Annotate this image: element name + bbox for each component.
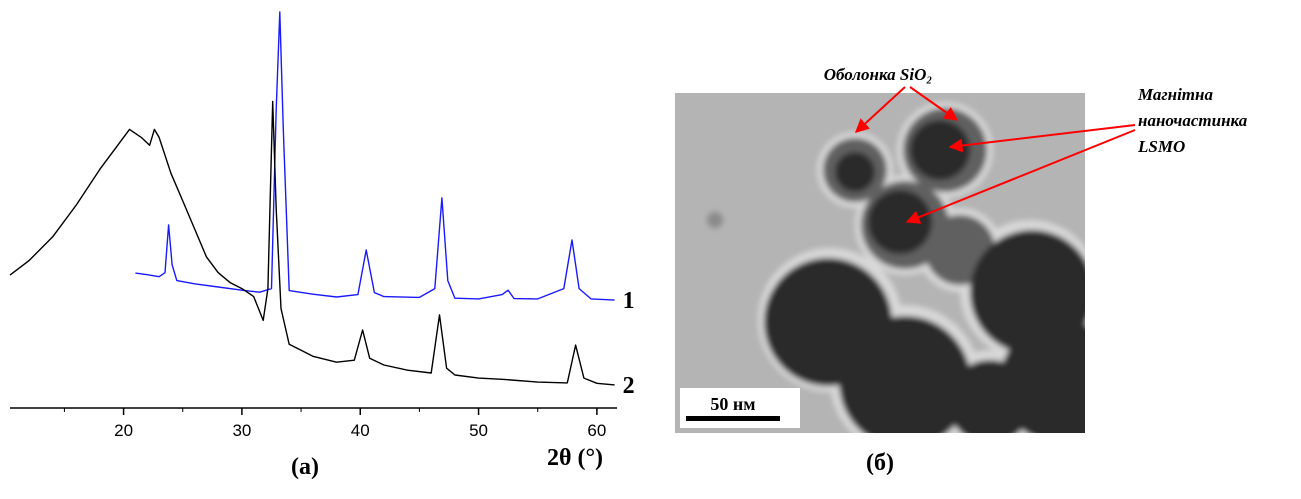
series-label: 2 [623,373,635,399]
x-tick-label: 40 [351,421,370,440]
x-tick-label: 30 [232,421,251,440]
figure: 203040506012 (a) 2θ (°) 50 нм Оболон [0,0,1301,494]
x-axis-label: 2θ (°) [547,445,603,471]
x-tick-label: 20 [114,421,133,440]
series-line [10,102,615,385]
panel-caption: (a) [291,454,319,480]
x-tick-label: 50 [469,421,488,440]
page: {"chart_data": {"type": "line", "caption… [0,0,1301,494]
panel-caption: (б) [866,450,894,476]
series-label: 1 [623,288,635,314]
x-tick-label: 60 [587,421,606,440]
core-label-line: Магнітна [1137,85,1213,104]
scale-bar-label: 50 нм [710,394,755,414]
core-label: Магнітна наночастинка LSMO [1137,85,1248,156]
shell-label: Оболонка SiO₂ [824,65,933,84]
core-label-line: наночастинка [1138,111,1248,130]
core-label-line: LSMO [1137,137,1185,156]
xrd-chart: 20 30 40 50 60 1 2 [10,12,635,440]
